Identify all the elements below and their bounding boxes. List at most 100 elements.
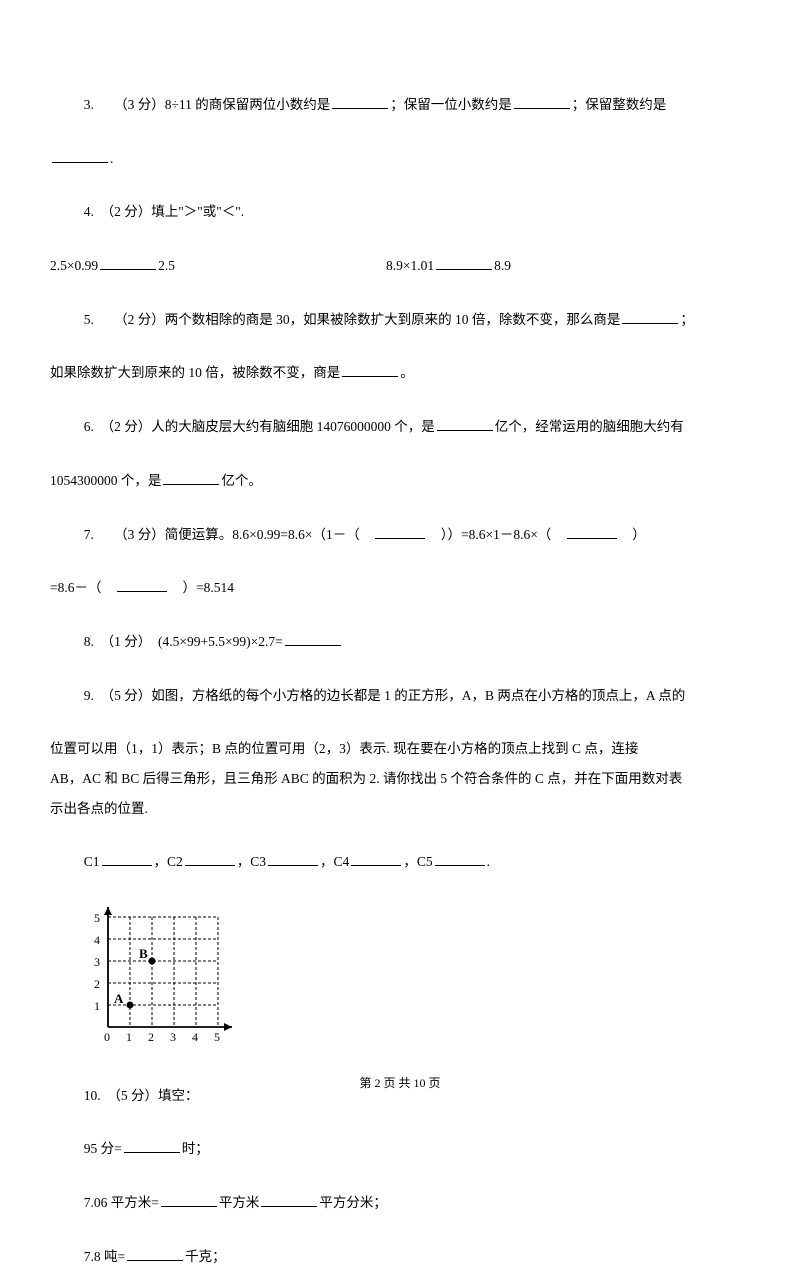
svg-text:5: 5 (94, 911, 100, 925)
svg-text:5: 5 (214, 1030, 220, 1044)
q9-text-d: 示出各点的位置. (50, 801, 148, 816)
q9-text-c: AB，AC 和 BC 后得三角形，且三角形 ABC 的面积为 2. 请你找出 5… (50, 771, 682, 786)
svg-text:4: 4 (192, 1030, 198, 1044)
q10-l3a: 7.8 吨= (84, 1249, 125, 1264)
grid-label-a: A (114, 991, 124, 1006)
q6-text-a: 6. （2 分）人的大脑皮层大约有脑细胞 14076000000 个，是 (84, 419, 435, 434)
q6-blank-1 (437, 418, 493, 432)
q9-blank-4 (351, 853, 401, 867)
q9-blank-3 (268, 853, 318, 867)
q9-c5: C5 (417, 854, 433, 869)
q3-text-b: ；保留一位小数约是 (390, 97, 512, 112)
question-3: 3. （3 分）8÷11 的商保留两位小数约是 ；保留一位小数约是 ；保留整数约是 (50, 90, 750, 120)
q8-blank (285, 632, 341, 646)
q5-blank-2 (342, 364, 398, 378)
q10-l2c: 平方分米； (319, 1195, 387, 1210)
q10-blank-1 (124, 1140, 180, 1154)
q7-text-b: ））=8.6×1－8.6×（ (427, 527, 565, 542)
question-10-l3: 7.8 吨= 千克； (50, 1242, 750, 1271)
q10-l2b: 平方米 (219, 1195, 260, 1210)
q4-col1: 2.5×0.99 2.5 (50, 251, 386, 281)
q7-blank-3 (117, 579, 167, 593)
q4-text-a: 4. （2 分）填上"＞"或"＜". (84, 204, 244, 219)
q5-text-d: 。 (400, 365, 414, 380)
question-4-row: 2.5×0.99 2.5 8.9×1.01 8.9 (50, 251, 750, 281)
q4-left-a: 2.5×0.99 (50, 258, 98, 273)
q5-text-c: 如果除数扩大到原来的 10 倍，被除数不变，商是 (50, 365, 340, 380)
svg-text:0: 0 (104, 1030, 110, 1044)
q5-blank-1 (622, 310, 678, 324)
question-6-cont: 1054300000 个，是 亿个。 (50, 466, 750, 496)
q10-blank-4 (127, 1247, 183, 1261)
q3-text-a: 3. （3 分）8÷11 的商保留两位小数约是 (84, 97, 331, 112)
grid-svg: A B 1 2 3 4 5 0 1 2 3 4 5 (84, 901, 244, 1046)
question-9-answers: C1，C2，C3，C4，C5. (50, 847, 750, 877)
question-10-l2: 7.06 平方米= 平方米 平方分米； (50, 1188, 750, 1218)
q6-text-b: 亿个，经常运用的脑细胞大约有 (495, 419, 684, 434)
q8-text-a: 8. （1 分） (4.5×99+5.5×99)×2.7= (84, 634, 283, 649)
q9-suffix: . (487, 854, 490, 869)
q4-blank-1 (100, 257, 156, 271)
q9-c1: C1 (84, 854, 100, 869)
svg-text:1: 1 (126, 1030, 132, 1044)
question-9-l3: AB，AC 和 BC 后得三角形，且三角形 ABC 的面积为 2. 请你找出 5… (50, 764, 750, 794)
svg-text:2: 2 (148, 1030, 154, 1044)
question-5-cont: 如果除数扩大到原来的 10 倍，被除数不变，商是 。 (50, 358, 750, 388)
svg-text:1: 1 (94, 999, 100, 1013)
question-9-l2: 位置可以用（1，1）表示；B 点的位置可用（2，3）表示. 现在要在小方格的顶点… (50, 734, 750, 764)
page-footer: 第 2 页 共 10 页 (0, 1070, 800, 1096)
q7-blank-1 (375, 525, 425, 539)
q7-text-a: 7. （3 分）简便运算。8.6×0.99=8.6×（1－（ (84, 527, 373, 542)
svg-text:3: 3 (94, 955, 100, 969)
question-7: 7. （3 分）简便运算。8.6×0.99=8.6×（1－（ ））=8.6×1－… (50, 520, 750, 550)
q10-l2a: 7.06 平方米= (84, 1195, 159, 1210)
question-8: 8. （1 分） (4.5×99+5.5×99)×2.7= (50, 627, 750, 657)
q7-text-e: ）=8.514 (169, 580, 234, 595)
q9-blank-1 (102, 853, 152, 867)
q7-text-c: ） (619, 527, 646, 542)
q6-text-d: 亿个。 (221, 473, 262, 488)
svg-text:4: 4 (94, 933, 100, 947)
q3-blank-2 (514, 96, 570, 110)
q9-text-b: 位置可以用（1，1）表示；B 点的位置可用（2，3）表示. 现在要在小方格的顶点… (50, 741, 638, 756)
q6-text-c: 1054300000 个，是 (50, 473, 161, 488)
q4-left-b: 2.5 (158, 258, 175, 273)
q10-blank-2 (161, 1194, 217, 1208)
grid-figure: A B 1 2 3 4 5 0 1 2 3 4 5 (84, 901, 750, 1057)
svg-text:2: 2 (94, 977, 100, 991)
q4-col2: 8.9×1.01 8.9 (386, 251, 736, 281)
q3-blank-1 (332, 96, 388, 110)
q4-right-a: 8.9×1.01 (386, 258, 434, 273)
q10-l1a: 95 分= (84, 1141, 122, 1156)
q9-text-a: 9. （5 分）如图，方格纸的每个小方格的边长都是 1 的正方形，A，B 两点在… (84, 688, 686, 703)
q9-c2: C2 (167, 854, 183, 869)
footer-text: 第 2 页 共 10 页 (359, 1076, 440, 1090)
q3-blank-3 (52, 149, 108, 163)
q9-blank-5 (435, 853, 485, 867)
q5-text-a: 5. （2 分）两个数相除的商是 30，如果被除数扩大到原来的 10 倍，除数不… (84, 312, 621, 327)
question-5: 5. （2 分）两个数相除的商是 30，如果被除数扩大到原来的 10 倍，除数不… (50, 305, 750, 335)
q3-text-d: . (110, 151, 113, 166)
q9-c4: C4 (334, 854, 350, 869)
q6-blank-2 (163, 471, 219, 485)
question-6: 6. （2 分）人的大脑皮层大约有脑细胞 14076000000 个，是 亿个，经… (50, 412, 750, 442)
question-9-l4: 示出各点的位置. (50, 794, 750, 824)
q10-blank-3 (261, 1194, 317, 1208)
q9-c3: C3 (250, 854, 266, 869)
question-3-cont: . (50, 144, 750, 174)
svg-text:3: 3 (170, 1030, 176, 1044)
q9-blank-2 (185, 853, 235, 867)
q7-blank-2 (567, 525, 617, 539)
question-9-l1: 9. （5 分）如图，方格纸的每个小方格的边长都是 1 的正方形，A，B 两点在… (50, 681, 750, 711)
q5-text-b: ； (680, 312, 694, 327)
grid-label-b: B (139, 946, 148, 961)
q4-blank-2 (436, 257, 492, 271)
question-7-cont: =8.6－（ ）=8.514 (50, 573, 750, 603)
q7-text-d: =8.6－（ (50, 580, 115, 595)
q4-right-b: 8.9 (494, 258, 511, 273)
q10-l3b: 千克； (185, 1249, 226, 1264)
question-4-head: 4. （2 分）填上"＞"或"＜". (50, 197, 750, 227)
q10-l1b: 时； (182, 1141, 209, 1156)
q3-text-c: ；保留整数约是 (572, 97, 667, 112)
question-10-l1: 95 分= 时； (50, 1134, 750, 1164)
